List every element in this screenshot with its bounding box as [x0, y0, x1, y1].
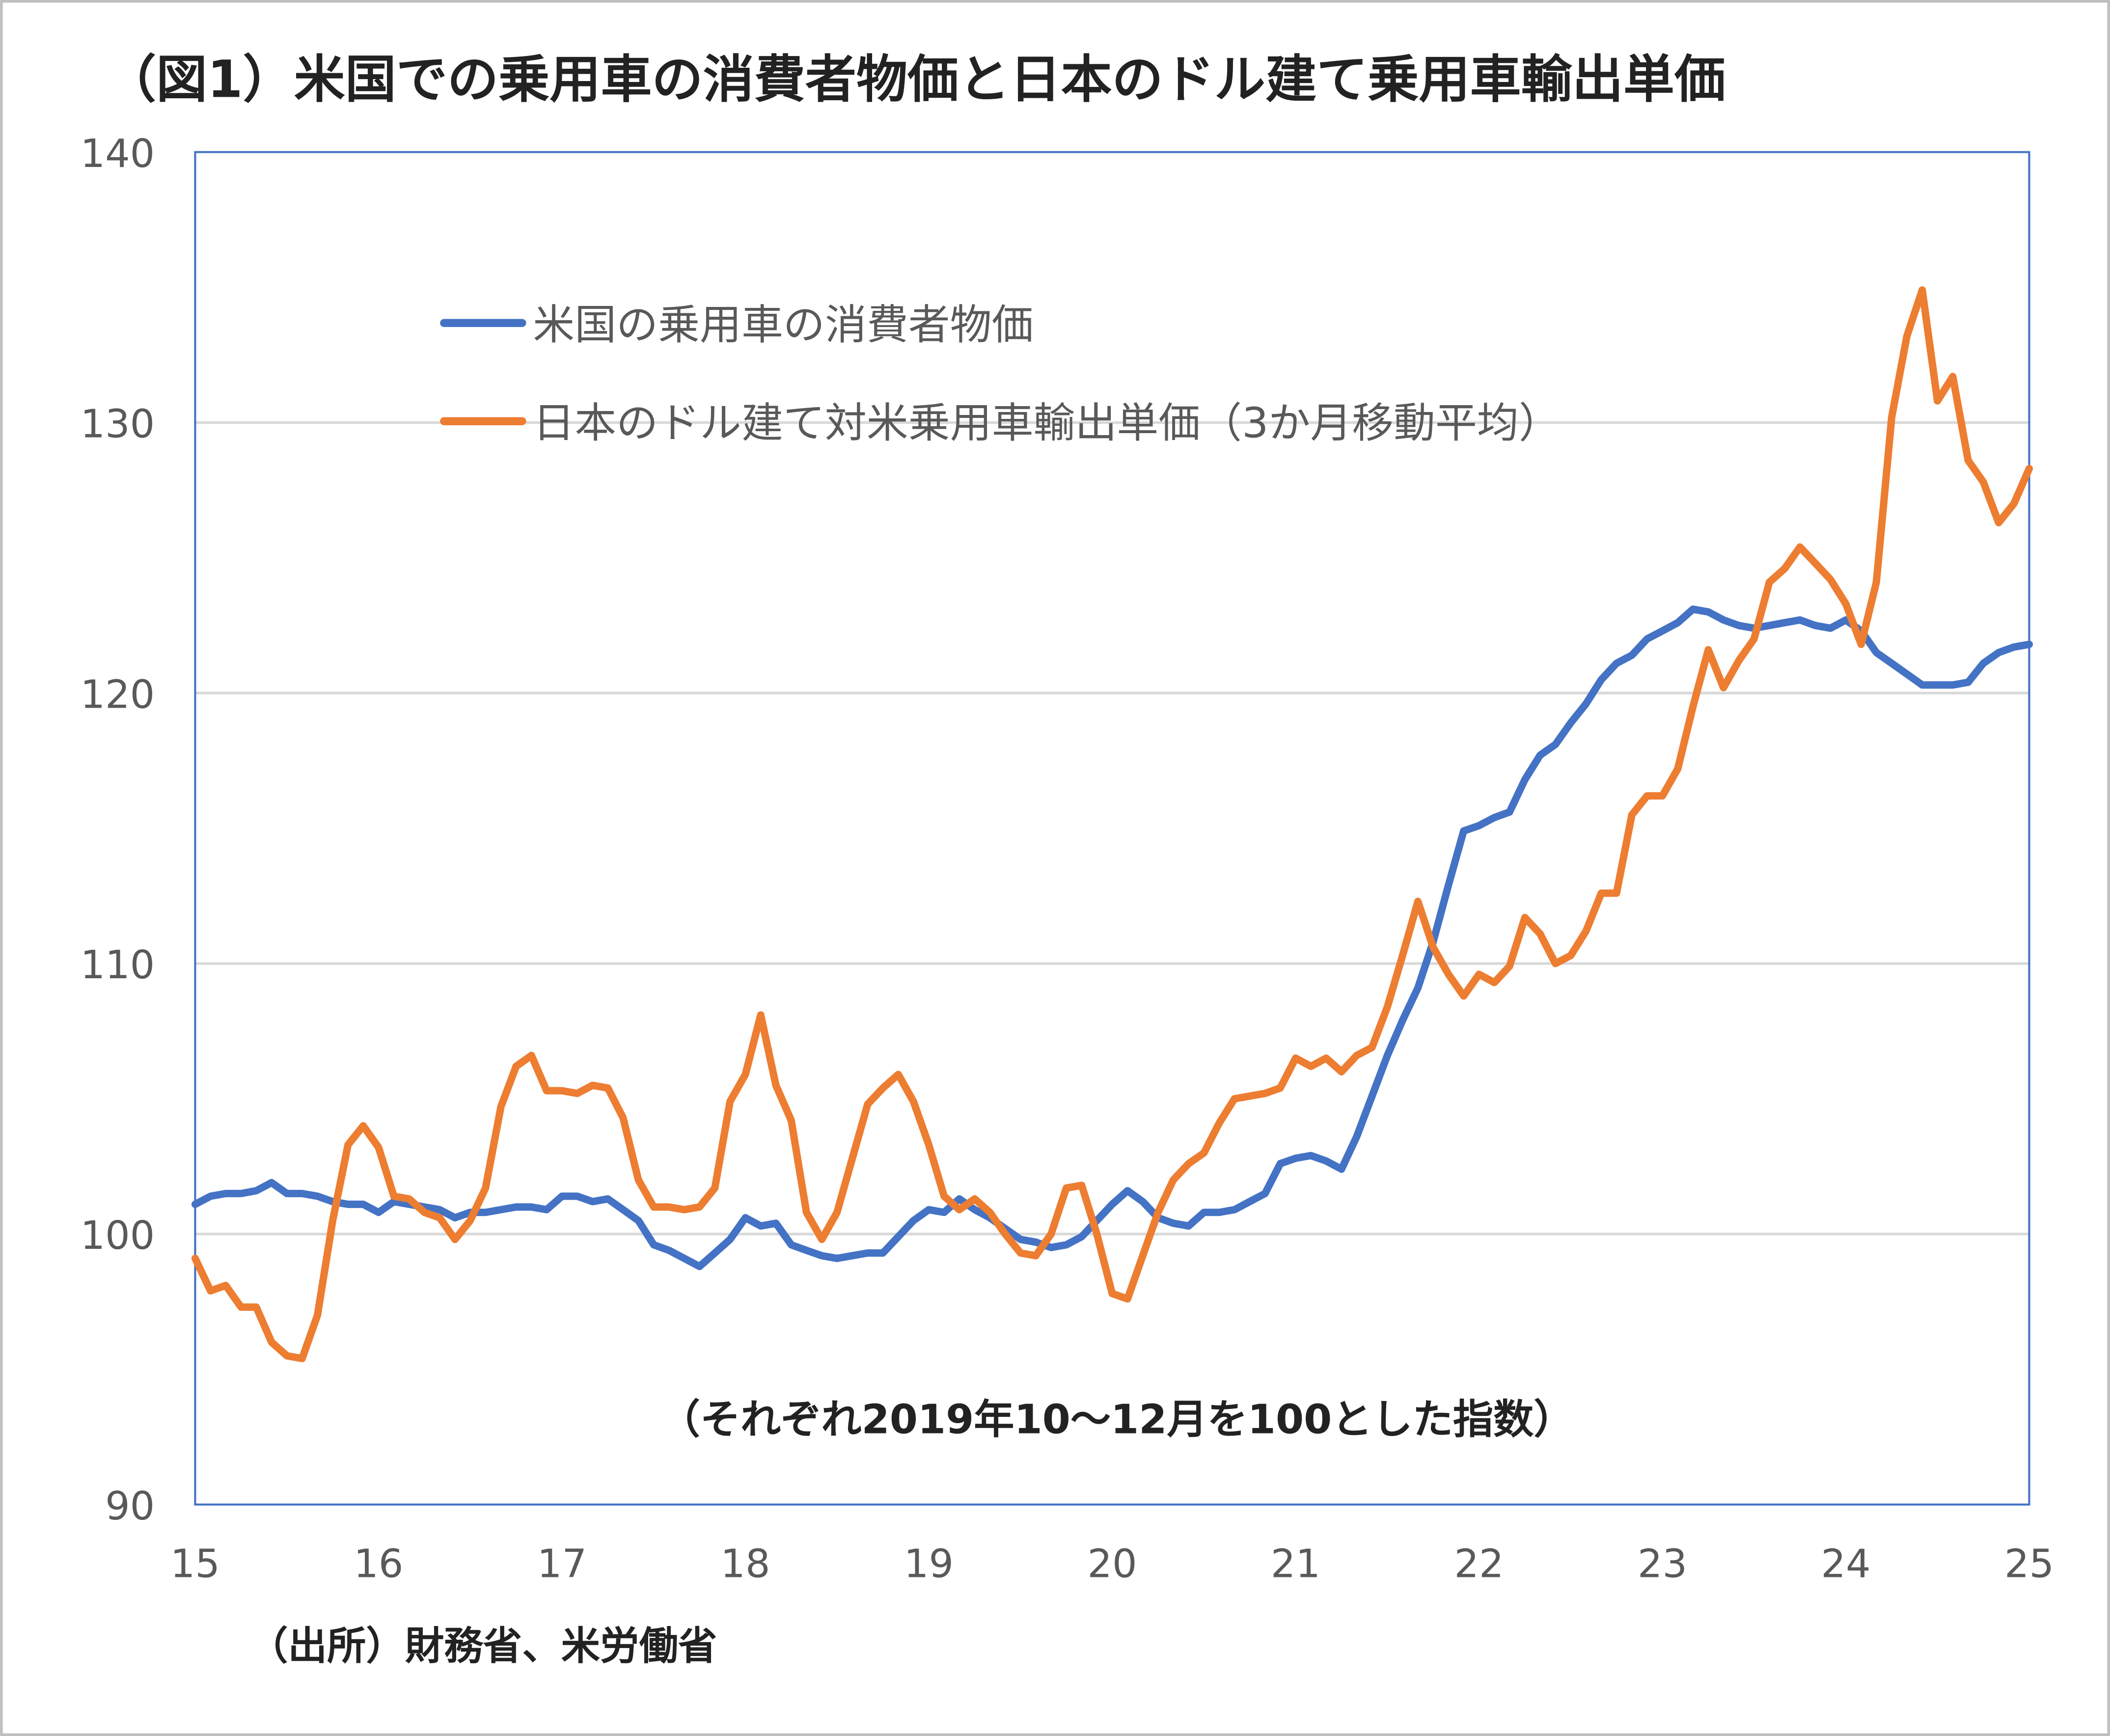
legend-label-jp-export: 日本のドル建て対米乗用車輸出単価（3か月移動平均） [533, 399, 1561, 448]
x-tick-label: 25 [2004, 1541, 2054, 1587]
x-tick-label: 23 [1638, 1541, 1687, 1587]
x-tick-label: 20 [1087, 1541, 1137, 1587]
y-tick-label: 140 [81, 131, 155, 176]
chart-title: （図1）米国での乗用車の消費者物価と日本のドル建て乗用車輸出単価 [105, 49, 1726, 109]
series-line-us-cpi [191, 606, 2033, 1270]
x-tick-label: 16 [354, 1541, 403, 1587]
x-tick-label: 15 [170, 1541, 220, 1587]
x-tick-label: 18 [720, 1541, 770, 1587]
x-tick-label: 24 [1821, 1541, 1870, 1587]
y-axis-ticks: 90 100 110 120 130 140 [81, 131, 155, 1529]
series-line-jp-export [191, 286, 2033, 1362]
x-tick-label: 22 [1454, 1541, 1504, 1587]
index-annotation: （それぞれ2019年10～12月を100とした指数） [660, 1396, 1574, 1443]
legend: 米国の乗用車の消費者物価 日本のドル建て対米乗用車輸出単価（3か月移動平均） [440, 301, 1561, 448]
y-tick-label: 110 [81, 942, 155, 988]
y-tick-label: 100 [81, 1212, 155, 1258]
x-axis-ticks: 15 16 17 18 19 20 21 22 23 24 25 [170, 1541, 2054, 1587]
source-note: （出所）財務省、米労働省 [249, 1623, 717, 1669]
x-tick-label: 21 [1271, 1541, 1320, 1587]
x-tick-label: 17 [537, 1541, 587, 1587]
plot-area-border [194, 151, 2030, 1506]
x-tick-label: 19 [904, 1541, 954, 1587]
legend-label-us-cpi: 米国の乗用車の消費者物価 [533, 301, 1033, 350]
y-tick-label: 120 [81, 671, 155, 717]
y-tick-label: 90 [105, 1483, 155, 1529]
series-lines [191, 286, 2033, 1362]
y-tick-label: 130 [81, 401, 155, 447]
